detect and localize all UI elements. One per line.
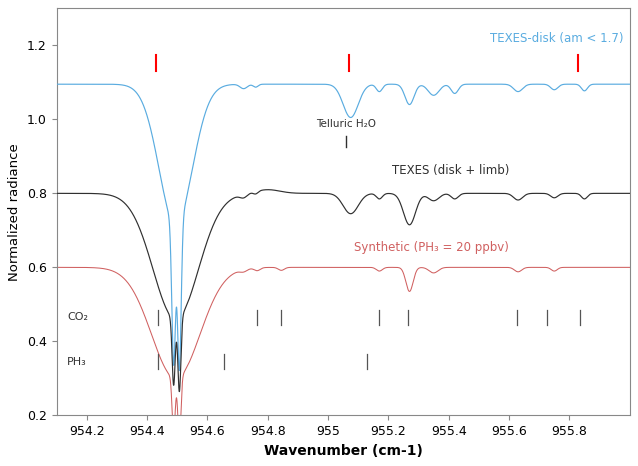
Text: TEXES-disk (am < 1.7): TEXES-disk (am < 1.7) [490, 32, 623, 45]
Text: CO₂: CO₂ [67, 312, 88, 322]
Y-axis label: Normalized radiance: Normalized radiance [8, 143, 21, 281]
Text: PH₃: PH₃ [67, 357, 87, 367]
Text: Telluric H₂O: Telluric H₂O [316, 119, 376, 129]
X-axis label: Wavenumber (cm-1): Wavenumber (cm-1) [263, 444, 422, 458]
Text: TEXES (disk + limb): TEXES (disk + limb) [392, 164, 509, 177]
Text: Synthetic (PH₃ = 20 ppbv): Synthetic (PH₃ = 20 ppbv) [354, 241, 509, 254]
